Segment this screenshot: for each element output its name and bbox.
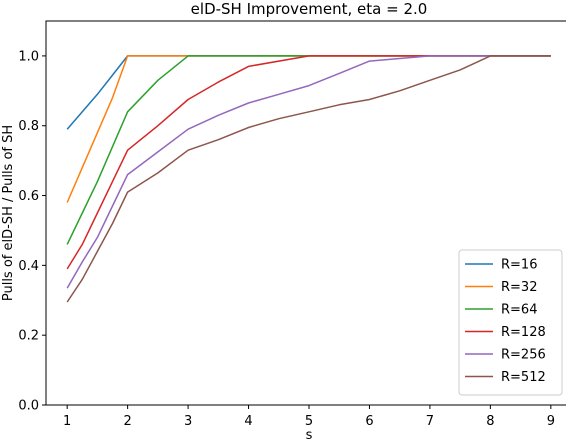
y-axis: 0.0 0.2 0.4 0.6 0.8 1.0 (18, 49, 46, 414)
legend-label: R=256 (501, 348, 546, 363)
legend-label: R=64 (501, 303, 537, 318)
x-axis: 1 2 3 4 5 6 7 8 9 (63, 405, 555, 429)
x-tick-label: 3 (184, 414, 192, 429)
x-tick-label: 2 (123, 414, 131, 429)
y-tick-label: 1.0 (18, 49, 39, 64)
x-tick-label: 9 (547, 414, 555, 429)
legend-label: R=512 (501, 370, 546, 385)
legend-label: R=32 (501, 280, 537, 295)
x-axis-label: s (306, 428, 313, 443)
series-line-1 (66, 55, 551, 130)
x-tick-label: 7 (426, 414, 434, 429)
series-line-4 (66, 55, 551, 270)
series-line-6 (66, 55, 551, 303)
legend: R=16 R=32 R=64 R=128 R=256 R=512 (458, 249, 563, 396)
y-tick-label: 0.0 (18, 399, 39, 414)
series-layer (66, 55, 551, 303)
y-tick-label: 0.4 (18, 259, 39, 274)
y-tick-label: 0.2 (18, 329, 39, 344)
legend-label: R=16 (501, 258, 537, 273)
chart-title: elD-SH Improvement, eta = 2.0 (191, 0, 428, 18)
legend-label: R=128 (501, 325, 546, 340)
series-line-2 (66, 55, 551, 203)
series-line-3 (66, 55, 551, 245)
x-tick-label: 1 (63, 414, 71, 429)
y-axis-label: Pulls of elD-SH / Pulls of SH (1, 125, 16, 301)
y-tick-label: 0.6 (18, 189, 39, 204)
x-tick-label: 4 (244, 414, 252, 429)
x-tick-label: 5 (305, 414, 313, 429)
x-tick-label: 6 (365, 414, 373, 429)
x-tick-label: 8 (486, 414, 494, 429)
series-line-5 (66, 55, 551, 289)
y-tick-label: 0.8 (18, 119, 39, 134)
